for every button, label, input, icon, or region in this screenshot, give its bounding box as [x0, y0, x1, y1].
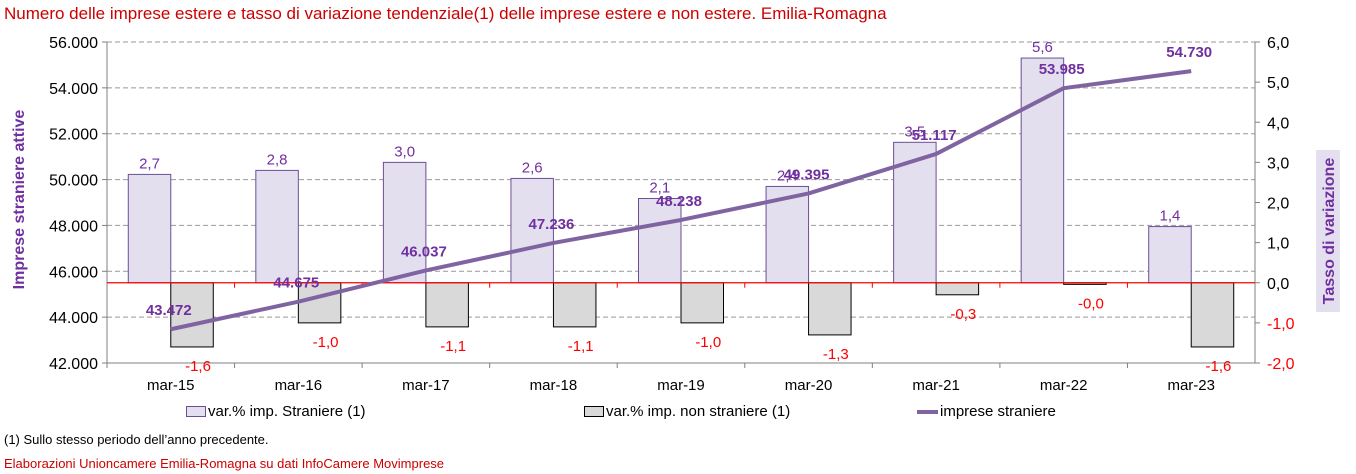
x-tick-label: mar-15	[147, 377, 195, 394]
line-label: 47.236	[528, 216, 574, 233]
left-tick-label: 56.000	[49, 35, 98, 52]
bar-nonforeign	[425, 282, 469, 328]
x-tick-label: mar-23	[1167, 377, 1215, 394]
line-label: 49.395	[784, 166, 830, 183]
legend-item-nonforeign: var.% imp. non straniere (1)	[584, 403, 790, 420]
right-tick-label: 1,0	[1267, 236, 1289, 253]
left-tick-label: 44.000	[49, 310, 98, 327]
bars	[127, 57, 1235, 348]
bar-nonforeign	[552, 282, 597, 328]
right-tick-label: 5,0	[1267, 75, 1289, 92]
left-tick-label: 42.000	[49, 356, 98, 373]
bar-label-nonforeign: -1,1	[568, 338, 594, 355]
bar-label-foreign: 2,6	[522, 159, 543, 176]
right-tick-label: 3,0	[1267, 155, 1289, 172]
bar-nonforeign	[935, 282, 980, 296]
bar-foreign	[1148, 226, 1192, 284]
left-tick-label: 52.000	[49, 127, 98, 144]
line-label: 51.117	[912, 127, 957, 144]
line-label: 46.037	[401, 243, 447, 260]
legend-line-swatch	[917, 409, 938, 414]
bar-label-nonforeign: -1,6	[1206, 358, 1232, 375]
line-label: 43.472	[146, 302, 192, 319]
legend-item-line: imprese straniere	[917, 403, 1056, 420]
bar-label-nonforeign: -0,0	[1078, 295, 1104, 312]
bar-foreign	[127, 173, 172, 284]
bar-label-foreign: 3,5	[904, 123, 925, 140]
bar-label-foreign: 2,4	[777, 167, 798, 184]
left-tick-label: 48.000	[49, 218, 98, 235]
axis-titles: Imprese straniere attive Tasso di variazi…	[11, 110, 1340, 312]
right-tick-label: -1,0	[1267, 316, 1295, 333]
legend-label-foreign: var.% imp. Straniere (1)	[208, 403, 366, 420]
bar-foreign	[510, 177, 554, 284]
right-tick-label: 2,0	[1267, 196, 1289, 213]
bar-label-nonforeign: -1,1	[440, 338, 466, 355]
tick-labels: 56.000 54.000 52.000 50.000 48.000 46.000 44.0…	[49, 35, 1295, 394]
x-tick-label: mar-20	[785, 377, 833, 394]
x-tick-label: mar-17	[402, 377, 450, 394]
bar-label-nonforeign: -1,0	[313, 334, 339, 351]
line-label: 53.985	[1039, 61, 1085, 78]
x-tick-label: mar-22	[1040, 377, 1088, 394]
bar-foreign	[638, 197, 682, 284]
x-tick-label: mar-19	[657, 377, 705, 394]
bar-label-foreign: 2,8	[267, 151, 288, 168]
left-axis-title: Imprese straniere attive	[11, 110, 28, 290]
bar-foreign	[1020, 57, 1065, 284]
x-tick-label: mar-21	[912, 377, 960, 394]
legend-label-nonforeign: var.% imp. non straniere (1)	[606, 403, 791, 420]
x-tick-label: mar-18	[530, 377, 578, 394]
right-tick-label: -2,0	[1267, 356, 1295, 373]
bar-label-nonforeign: -1,3	[823, 346, 849, 363]
bar-label-foreign: 1,4	[1160, 208, 1181, 225]
left-tick-label: 50.000	[49, 173, 98, 190]
line-label: 44.675	[273, 275, 319, 292]
source-note: Elaborazioni Unioncamere Emilia-Romagna …	[4, 456, 445, 471]
bar-foreign	[255, 169, 299, 284]
left-tick-label: 46.000	[49, 264, 98, 281]
bar-label-nonforeign: -1,0	[695, 334, 721, 351]
right-axis-title: Tasso di variazione	[1321, 158, 1338, 305]
bar-label-foreign: 3,0	[394, 143, 415, 160]
axes	[102, 41, 1260, 368]
legend-swatch-nonforeign	[584, 406, 604, 417]
bar-label-foreign: 2,1	[649, 179, 670, 196]
bar-nonforeign	[1190, 282, 1235, 348]
footnote: (1) Sullo stesso periodo dell’anno prece…	[4, 432, 269, 447]
bar-nonforeign	[680, 282, 724, 324]
bar-nonforeign	[170, 282, 214, 348]
line-label: 54.730	[1166, 44, 1212, 61]
right-tick-label: 4,0	[1267, 115, 1289, 132]
data-labels: 2,7 -1,6 2,8 -1,0 3,0 -1,1 2,6 -1,1 2,1 -1,0 2,4 -1…	[139, 39, 1231, 375]
right-tick-label: 6,0	[1267, 35, 1289, 52]
bar-label-nonforeign: -1,6	[185, 358, 211, 375]
legend-label-line: imprese straniere	[940, 403, 1056, 420]
x-tick-label: mar-16	[275, 377, 323, 394]
right-axis-title-bg	[1316, 150, 1340, 312]
left-tick-label: 54.000	[49, 81, 98, 98]
right-tick-label: 0,0	[1267, 276, 1289, 293]
line-label: 48.238	[656, 193, 702, 210]
bar-label-foreign: 5,6	[1032, 39, 1053, 56]
bar-foreign	[382, 161, 427, 284]
bar-label-foreign: 2,7	[139, 155, 160, 172]
legend-item-foreign: var.% imp. Straniere (1)	[186, 403, 366, 420]
bar-label-nonforeign: -0,3	[950, 306, 976, 323]
line-series	[170, 69, 1192, 332]
chart-title: Numero delle imprese estere e tasso di v…	[4, 4, 887, 23]
legend-swatch-foreign	[186, 406, 206, 417]
bar-nonforeign	[808, 282, 852, 336]
